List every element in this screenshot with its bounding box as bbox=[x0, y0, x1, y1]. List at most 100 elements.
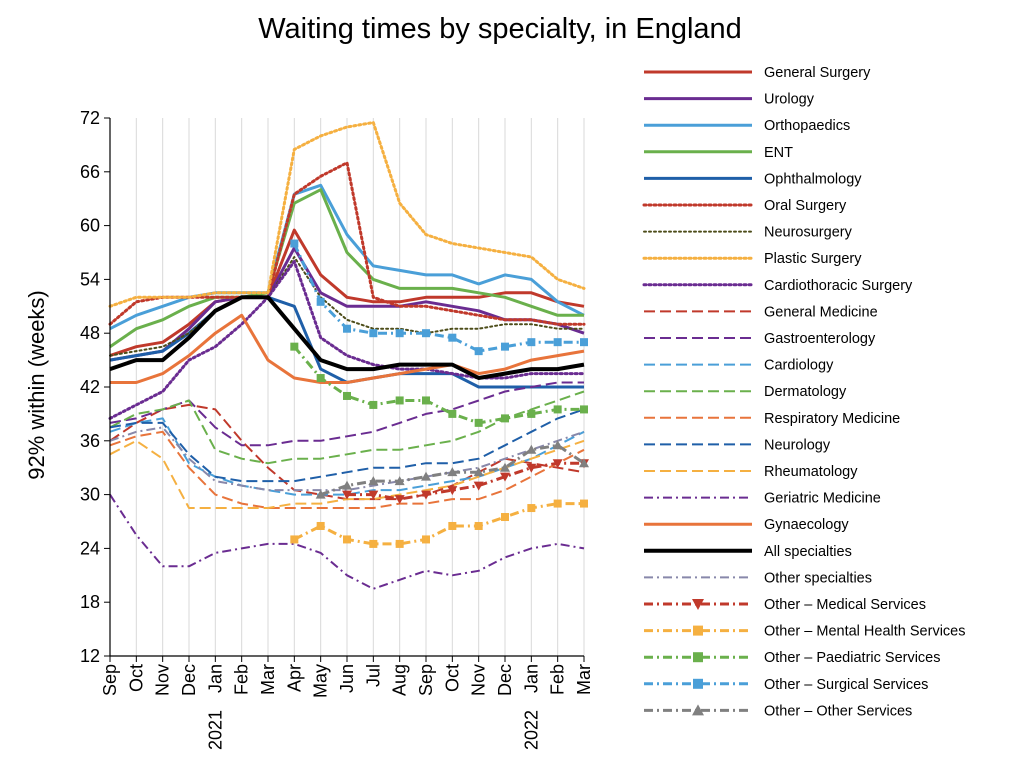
chart-title: Waiting times by specialty, in England bbox=[258, 13, 742, 45]
legend-label: Other – Surgical Services bbox=[764, 677, 928, 693]
point-marker bbox=[693, 652, 703, 663]
legend-entry: Other – Medical Services bbox=[644, 597, 926, 613]
y-axis-label: 92% within (weeks) bbox=[24, 290, 49, 480]
point-marker bbox=[395, 329, 404, 338]
point-marker bbox=[500, 472, 510, 482]
point-marker bbox=[315, 489, 326, 499]
series-all-specialties bbox=[109, 295, 585, 380]
legend-label: Cardiothoracic Surgery bbox=[764, 278, 913, 294]
legend-label: Other – Other Services bbox=[764, 703, 912, 719]
series-line bbox=[347, 461, 584, 501]
x-tick-label: Jan bbox=[521, 664, 541, 693]
point-marker bbox=[368, 490, 379, 500]
legend-label: General Medicine bbox=[764, 304, 878, 320]
point-marker bbox=[421, 490, 431, 500]
point-marker bbox=[447, 486, 458, 496]
series-line bbox=[109, 417, 585, 496]
point-marker bbox=[448, 521, 457, 530]
x-tick-label: Sep bbox=[100, 664, 120, 696]
legend-label: Neurology bbox=[764, 437, 831, 453]
x-tick-label: Apr bbox=[284, 664, 304, 692]
series-line bbox=[293, 502, 584, 546]
point-marker bbox=[421, 471, 431, 481]
series-line bbox=[109, 228, 585, 358]
legend-entry: Neurosurgery bbox=[643, 225, 853, 241]
legend-entry: General Medicine bbox=[644, 304, 878, 320]
legend-label: Gynaecology bbox=[764, 517, 849, 533]
series-line bbox=[293, 345, 584, 425]
y-tick-label: 18 bbox=[80, 592, 100, 612]
point-marker bbox=[580, 499, 588, 508]
legend-entry: Other – Surgical Services bbox=[644, 677, 928, 693]
point-marker bbox=[501, 513, 509, 522]
legend: General Surgery Urology Orthopaedics ENT Oph… bbox=[642, 65, 965, 719]
point-marker bbox=[526, 463, 537, 473]
point-marker bbox=[579, 458, 589, 468]
y-tick-label: 54 bbox=[80, 269, 100, 289]
point-marker bbox=[692, 704, 704, 716]
x-tick-label: May bbox=[311, 664, 331, 698]
series-other-paediatric-services bbox=[290, 342, 588, 427]
legend-label: Rheumatology bbox=[764, 464, 858, 480]
legend-entry: ENT bbox=[644, 145, 793, 161]
series-line bbox=[292, 242, 584, 353]
legend-entry: Orthopaedics bbox=[644, 118, 850, 134]
point-marker bbox=[316, 374, 325, 383]
legend-label: ENT bbox=[764, 145, 793, 161]
y-tick-label: 42 bbox=[80, 377, 100, 397]
series-neurosurgery bbox=[109, 256, 585, 357]
point-marker bbox=[553, 338, 562, 347]
legend-entry: General Surgery bbox=[644, 65, 871, 81]
series-line bbox=[109, 408, 585, 483]
legend-entry: Dermatology bbox=[644, 384, 847, 400]
legend-label: Plastic Surgery bbox=[764, 251, 862, 267]
legend-label: Cardiology bbox=[764, 358, 834, 374]
series-cardiology bbox=[109, 417, 585, 496]
y-tick-label: 24 bbox=[80, 538, 100, 558]
legend-entry: All specialties bbox=[644, 544, 852, 560]
point-marker bbox=[474, 418, 483, 427]
point-marker bbox=[501, 342, 509, 351]
y-tick-label: 60 bbox=[80, 216, 100, 236]
point-marker bbox=[580, 405, 588, 414]
x-tick-label: Sep bbox=[416, 664, 436, 696]
series-line bbox=[109, 295, 585, 380]
legend-entry: Respiratory Medicine bbox=[644, 411, 900, 427]
legend-label: Urology bbox=[764, 92, 815, 108]
legend-label: Ophthalmology bbox=[764, 171, 862, 187]
point-marker bbox=[693, 625, 703, 636]
series-line bbox=[109, 188, 584, 348]
y-tick-label: 12 bbox=[80, 646, 100, 666]
point-marker bbox=[693, 678, 703, 689]
y-tick-label: 48 bbox=[80, 323, 100, 343]
series-ent bbox=[109, 188, 584, 348]
legend-entry: Plastic Surgery bbox=[642, 251, 862, 267]
point-marker bbox=[422, 396, 430, 405]
x-tick-label: Feb bbox=[548, 664, 568, 695]
x-tick-label: Dec bbox=[179, 664, 199, 696]
y-tick-label: 66 bbox=[80, 162, 100, 182]
legend-entry: Rheumatology bbox=[644, 464, 858, 480]
point-marker bbox=[394, 476, 405, 486]
point-marker bbox=[553, 499, 562, 508]
x-tick-label: Mar bbox=[574, 664, 594, 695]
point-marker bbox=[395, 539, 404, 548]
series-general-surgery bbox=[109, 228, 585, 358]
point-marker bbox=[369, 400, 378, 409]
x-tick-label: Oct bbox=[126, 664, 146, 692]
point-marker bbox=[342, 480, 352, 490]
point-marker bbox=[692, 599, 704, 610]
plot-series bbox=[108, 121, 589, 590]
legend-label: All specialties bbox=[764, 544, 852, 560]
series-plastic-surgery bbox=[108, 121, 586, 308]
point-marker bbox=[422, 535, 430, 544]
point-marker bbox=[474, 347, 483, 356]
x-year-label: 2021 bbox=[205, 710, 225, 750]
point-marker bbox=[473, 467, 484, 477]
legend-entry: Ophthalmology bbox=[644, 171, 862, 187]
point-marker bbox=[552, 440, 563, 450]
axes: 12 18 24 30 36 42 48 54 60 66 72 Sep Oct Nov Dec Jan Feb… bbox=[80, 108, 594, 750]
legend-label: Other – Paediatric Services bbox=[764, 650, 941, 666]
x-tick-label: Oct bbox=[442, 664, 462, 692]
